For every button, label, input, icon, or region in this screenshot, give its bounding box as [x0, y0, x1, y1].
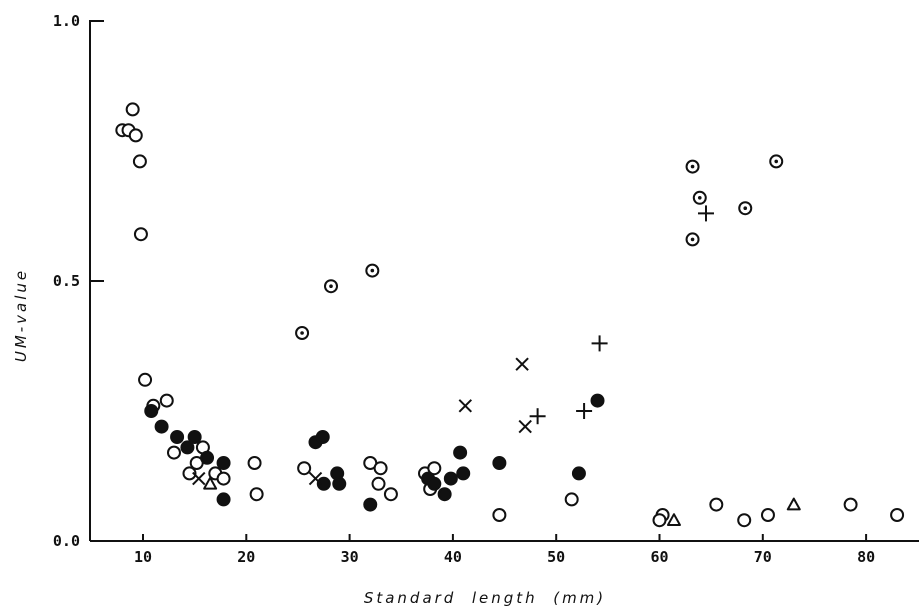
open-circle-point [890, 508, 905, 522]
plus-point [529, 408, 546, 425]
open-circle-point [843, 497, 858, 512]
open-circle-point [652, 513, 667, 528]
ticks [90, 20, 868, 542]
triangle-point [666, 513, 681, 526]
plus-point [576, 403, 593, 419]
dotted-circle-point [365, 263, 380, 278]
filled-circle-point [216, 492, 231, 507]
filled-circle-point [144, 404, 159, 418]
x-tick-label: 80 [857, 548, 875, 566]
filled-circle-point [316, 476, 331, 491]
cross-point [192, 471, 206, 486]
data-points [115, 102, 905, 528]
open-circle-point [297, 461, 312, 476]
tick-labels: 10 20 30 40 50 60 70 80 0.0 0.5 1.0 [53, 12, 875, 566]
filled-circle-point [453, 445, 468, 460]
filled-circle-point [187, 430, 202, 444]
open-circle-point [125, 102, 140, 117]
dotted-circle-point [692, 190, 707, 205]
x-axis-title: Standard length (mm) [364, 589, 606, 607]
open-circle-point [492, 508, 507, 522]
filled-circle-point [492, 456, 507, 470]
filled-circle-point [170, 430, 185, 444]
x-tick-label: 30 [341, 548, 359, 566]
x-tick-label: 60 [650, 548, 668, 566]
triangle-point [203, 476, 218, 490]
open-circle-point [159, 393, 174, 408]
cross-point [308, 471, 323, 486]
filled-circle-point [154, 419, 169, 434]
filled-circle-point [437, 487, 452, 502]
open-circle-point [247, 456, 262, 470]
filled-circle-point [590, 393, 605, 408]
x-tick-label: 50 [547, 548, 565, 566]
open-circle-point [182, 466, 197, 481]
open-circle-point [373, 461, 388, 476]
open-circle-point [138, 372, 153, 387]
dotted-circle-point [685, 232, 700, 247]
x-tick-label: 10 [134, 548, 152, 566]
filled-circle-point [443, 471, 458, 486]
open-circle-point [383, 487, 398, 502]
dotted-circle-point [685, 159, 700, 174]
filled-circle-point [200, 450, 215, 465]
open-circle-point [709, 497, 724, 512]
dotted-circle-point [295, 326, 310, 340]
open-circle-point [427, 461, 442, 476]
x-tick-label: 40 [444, 548, 462, 566]
open-circle-point [760, 508, 775, 522]
filled-circle-point [363, 497, 378, 512]
dotted-circle-point [769, 154, 784, 169]
open-circle-point [564, 492, 579, 507]
dotted-circle-point [324, 279, 339, 294]
filled-circle-point [315, 430, 330, 444]
filled-circle-point [216, 456, 231, 470]
filled-circle-point [180, 440, 195, 455]
open-circle-point [166, 445, 181, 460]
y-tick-label: 0.0 [53, 532, 80, 550]
filled-circle-point [456, 466, 471, 481]
y-axis-title: UM-value [12, 268, 30, 362]
triangle-point [786, 497, 801, 511]
open-circle-point [133, 227, 148, 242]
cross-point [458, 399, 473, 413]
open-circle-point [216, 471, 231, 486]
plus-point [697, 205, 714, 222]
plus-point [591, 335, 608, 352]
dotted-circle-point [738, 201, 753, 216]
cross-point [518, 419, 532, 434]
y-tick-label: 0.5 [53, 272, 80, 290]
open-circle-point [737, 513, 752, 528]
open-circle-point [249, 487, 264, 502]
open-circle-point [371, 476, 386, 491]
filled-circle-point [571, 466, 586, 481]
filled-circle-point [427, 476, 442, 491]
open-circle-point [128, 128, 143, 143]
x-tick-label: 70 [754, 548, 772, 566]
cross-point [515, 357, 529, 371]
open-circle-point [132, 154, 147, 169]
x-tick-label: 20 [237, 548, 255, 566]
y-tick-label: 1.0 [53, 12, 80, 30]
filled-circle-point [332, 476, 347, 491]
